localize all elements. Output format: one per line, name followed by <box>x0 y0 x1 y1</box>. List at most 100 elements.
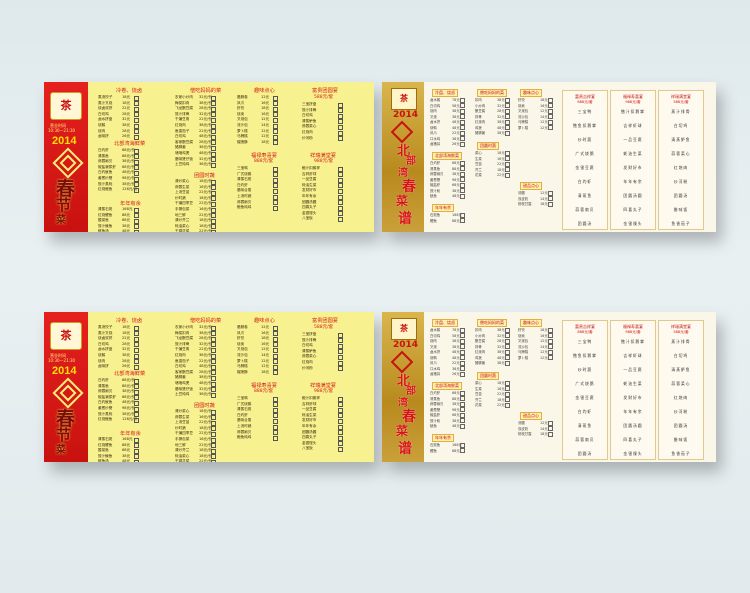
order-checkbox[interactable] <box>460 366 465 371</box>
order-checkbox[interactable] <box>505 344 510 349</box>
order-checkbox[interactable] <box>211 117 216 123</box>
order-checkbox[interactable] <box>211 207 216 213</box>
order-checkbox[interactable] <box>134 117 139 123</box>
order-checkbox[interactable] <box>273 347 278 353</box>
order-checkbox[interactable] <box>338 396 343 402</box>
order-checkbox[interactable] <box>273 353 278 359</box>
order-checkbox[interactable] <box>134 448 139 454</box>
order-checkbox[interactable] <box>134 364 139 370</box>
order-checkbox[interactable] <box>460 188 465 193</box>
order-checkbox[interactable] <box>211 353 216 359</box>
order-checkbox[interactable] <box>211 454 216 460</box>
order-checkbox[interactable] <box>211 392 216 398</box>
order-checkbox[interactable] <box>338 205 343 211</box>
order-checkbox[interactable] <box>338 119 343 125</box>
order-checkbox[interactable] <box>548 196 553 201</box>
order-checkbox[interactable] <box>211 409 216 415</box>
order-checkbox[interactable] <box>134 331 139 337</box>
order-checkbox[interactable] <box>548 114 553 119</box>
order-checkbox[interactable] <box>548 327 553 333</box>
order-checkbox[interactable] <box>211 123 216 129</box>
order-checkbox[interactable] <box>460 108 465 114</box>
order-checkbox[interactable] <box>273 325 278 331</box>
order-checkbox[interactable] <box>460 171 465 177</box>
order-checkbox[interactable] <box>505 397 510 402</box>
order-checkbox[interactable] <box>338 194 343 200</box>
order-checkbox[interactable] <box>460 396 465 401</box>
order-checkbox[interactable] <box>134 129 139 135</box>
order-checkbox[interactable] <box>273 364 278 370</box>
order-checkbox[interactable] <box>460 130 465 136</box>
order-checkbox[interactable] <box>338 183 343 189</box>
order-checkbox[interactable] <box>134 437 139 443</box>
order-checkbox[interactable] <box>134 325 139 331</box>
order-checkbox[interactable] <box>211 387 216 393</box>
order-checkbox[interactable] <box>460 338 465 344</box>
order-checkbox[interactable] <box>505 167 510 172</box>
order-checkbox[interactable] <box>460 141 465 147</box>
order-checkbox[interactable] <box>460 407 465 412</box>
order-checkbox[interactable] <box>134 389 139 395</box>
order-checkbox[interactable] <box>505 125 510 130</box>
order-checkbox[interactable] <box>273 194 278 200</box>
order-checkbox[interactable] <box>273 166 278 172</box>
order-checkbox[interactable] <box>505 108 510 114</box>
order-checkbox[interactable] <box>134 378 139 384</box>
order-checkbox[interactable] <box>460 327 465 333</box>
order-checkbox[interactable] <box>134 459 139 462</box>
order-checkbox[interactable] <box>505 172 510 178</box>
order-checkbox[interactable] <box>273 430 278 436</box>
order-checkbox[interactable] <box>211 342 216 348</box>
order-checkbox[interactable] <box>338 211 343 217</box>
order-checkbox[interactable] <box>273 183 278 189</box>
order-checkbox[interactable] <box>211 185 216 191</box>
order-checkbox[interactable] <box>211 420 216 426</box>
order-checkbox[interactable] <box>338 418 343 424</box>
order-checkbox[interactable] <box>134 454 139 460</box>
order-checkbox[interactable] <box>338 430 343 436</box>
order-checkbox[interactable] <box>134 395 139 401</box>
order-checkbox[interactable] <box>548 103 553 108</box>
order-checkbox[interactable] <box>548 201 553 207</box>
order-checkbox[interactable] <box>505 391 510 397</box>
order-checkbox[interactable] <box>460 442 465 448</box>
order-checkbox[interactable] <box>338 407 343 413</box>
order-checkbox[interactable] <box>460 355 465 360</box>
order-checkbox[interactable] <box>211 415 216 421</box>
order-checkbox[interactable] <box>134 384 139 390</box>
order-checkbox[interactable] <box>134 106 139 112</box>
order-checkbox[interactable] <box>211 229 216 232</box>
order-checkbox[interactable] <box>273 418 278 424</box>
order-checkbox[interactable] <box>505 114 510 119</box>
order-checkbox[interactable] <box>548 333 553 338</box>
order-checkbox[interactable] <box>273 402 278 408</box>
order-checkbox[interactable] <box>505 161 510 167</box>
order-checkbox[interactable] <box>211 331 216 337</box>
order-checkbox[interactable] <box>548 97 553 103</box>
order-checkbox[interactable] <box>338 216 343 222</box>
order-checkbox[interactable] <box>338 441 343 447</box>
order-checkbox[interactable] <box>460 177 465 182</box>
order-checkbox[interactable] <box>338 332 343 338</box>
order-checkbox[interactable] <box>338 130 343 136</box>
order-checkbox[interactable] <box>273 407 278 413</box>
order-checkbox[interactable] <box>548 431 553 437</box>
order-checkbox[interactable] <box>273 205 278 211</box>
order-checkbox[interactable] <box>211 459 216 462</box>
order-checkbox[interactable] <box>273 200 278 206</box>
order-checkbox[interactable] <box>505 327 510 333</box>
order-checkbox[interactable] <box>134 342 139 348</box>
order-checkbox[interactable] <box>505 103 510 108</box>
order-checkbox[interactable] <box>211 112 216 118</box>
order-checkbox[interactable] <box>338 200 343 206</box>
order-checkbox[interactable] <box>338 435 343 441</box>
order-checkbox[interactable] <box>460 160 465 166</box>
order-checkbox[interactable] <box>460 418 465 423</box>
order-checkbox[interactable] <box>211 95 216 101</box>
order-checkbox[interactable] <box>273 123 278 129</box>
order-checkbox[interactable] <box>211 157 216 163</box>
order-checkbox[interactable] <box>211 145 216 151</box>
order-checkbox[interactable] <box>505 402 510 408</box>
order-checkbox[interactable] <box>211 151 216 157</box>
order-checkbox[interactable] <box>134 148 139 154</box>
